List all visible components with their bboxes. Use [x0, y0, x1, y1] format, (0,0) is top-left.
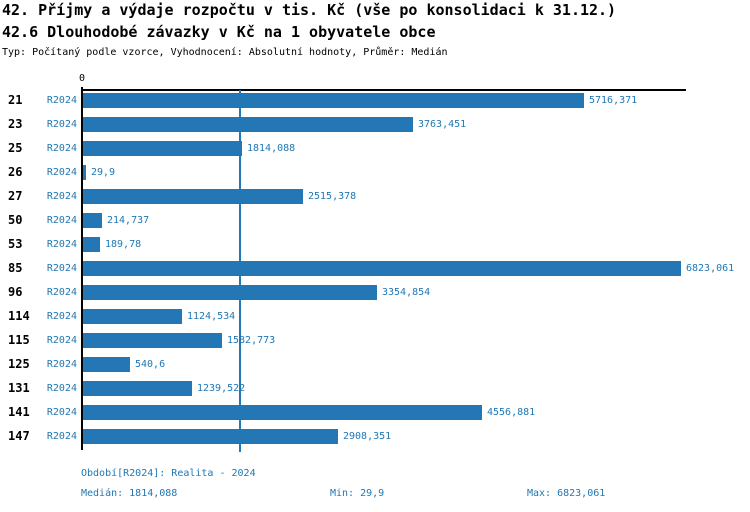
- row-category-label: 147: [8, 429, 30, 443]
- bar-value-label: 4556,881: [487, 407, 536, 418]
- report-title-line2: 42.6 Dlouhodobé závazky v Kč na 1 obyvat…: [2, 23, 436, 41]
- footer-period-label: Období[R2024]: Realita - 2024: [81, 468, 256, 479]
- row-category-label: 50: [8, 213, 23, 227]
- row-category-label: 53: [8, 237, 23, 251]
- row-category-label: 27: [8, 189, 23, 203]
- bar: [83, 333, 222, 348]
- row-period-label: R2024: [46, 167, 77, 178]
- bar-value-label: 1124,534: [187, 311, 236, 322]
- row-category-label: 21: [8, 93, 23, 107]
- row-period-label: R2024: [46, 215, 77, 226]
- bar: [83, 309, 182, 324]
- bar-value-label: 2908,351: [343, 431, 392, 442]
- row-period-label: R2024: [46, 95, 77, 106]
- row-period-label: R2024: [46, 143, 77, 154]
- row-category-label: 96: [8, 285, 23, 299]
- bar-value-label: 2515,378: [308, 191, 357, 202]
- report-subtitle: Typ: Počítaný podle vzorce, Vyhodnocení:…: [2, 47, 448, 58]
- bar-value-label: 29,9: [91, 167, 116, 178]
- row-period-label: R2024: [46, 239, 77, 250]
- bar-value-label: 6823,061: [686, 263, 735, 274]
- bar-value-label: 1814,088: [247, 143, 296, 154]
- bar-value-label: 189,78: [105, 239, 142, 250]
- row-period-label: R2024: [46, 191, 77, 202]
- bar: [83, 285, 377, 300]
- bar: [83, 381, 192, 396]
- row-period-label: R2024: [46, 335, 77, 346]
- bar: [83, 405, 482, 420]
- row-period-label: R2024: [46, 359, 77, 370]
- bar-value-label: 5716,371: [589, 95, 638, 106]
- row-period-label: R2024: [46, 383, 77, 394]
- row-category-label: 114: [8, 309, 30, 323]
- row-category-label: 131: [8, 381, 30, 395]
- bar-value-label: 1582,773: [227, 335, 276, 346]
- footer-min-stat: Min: 29,9: [330, 488, 385, 499]
- row-category-label: 26: [8, 165, 23, 179]
- row-period-label: R2024: [46, 311, 77, 322]
- row-category-label: 125: [8, 357, 30, 371]
- row-category-label: 85: [8, 261, 23, 275]
- bar-value-label: 214,737: [107, 215, 150, 226]
- row-period-label: R2024: [46, 407, 77, 418]
- row-category-label: 23: [8, 117, 23, 131]
- bar-value-label: 1239,522: [197, 383, 246, 394]
- bar: [83, 141, 242, 156]
- row-period-label: R2024: [46, 263, 77, 274]
- footer-max-stat: Max: 6823,061: [527, 488, 606, 499]
- y-axis-line: [81, 87, 83, 450]
- bar: [83, 213, 102, 228]
- bar-value-label: 3763,451: [418, 119, 467, 130]
- x-axis-zero-label: 0: [78, 73, 86, 84]
- row-category-label: 141: [8, 405, 30, 419]
- row-category-label: 115: [8, 333, 30, 347]
- footer-median-stat: Medián: 1814,088: [81, 488, 178, 499]
- bar: [83, 117, 413, 132]
- row-period-label: R2024: [46, 431, 77, 442]
- bar: [83, 237, 100, 252]
- bar-value-label: 3354,854: [382, 287, 431, 298]
- plot-top-border: [82, 89, 686, 91]
- bar-value-label: 540,6: [135, 359, 166, 370]
- report-title-line1: 42. Příjmy a výdaje rozpočtu v tis. Kč (…: [2, 1, 617, 19]
- row-category-label: 25: [8, 141, 23, 155]
- bar: [83, 429, 338, 444]
- row-period-label: R2024: [46, 287, 77, 298]
- bar: [83, 261, 681, 276]
- bar: [83, 189, 303, 204]
- bar: [83, 357, 130, 372]
- row-period-label: R2024: [46, 119, 77, 130]
- bar: [83, 165, 86, 180]
- bar: [83, 93, 584, 108]
